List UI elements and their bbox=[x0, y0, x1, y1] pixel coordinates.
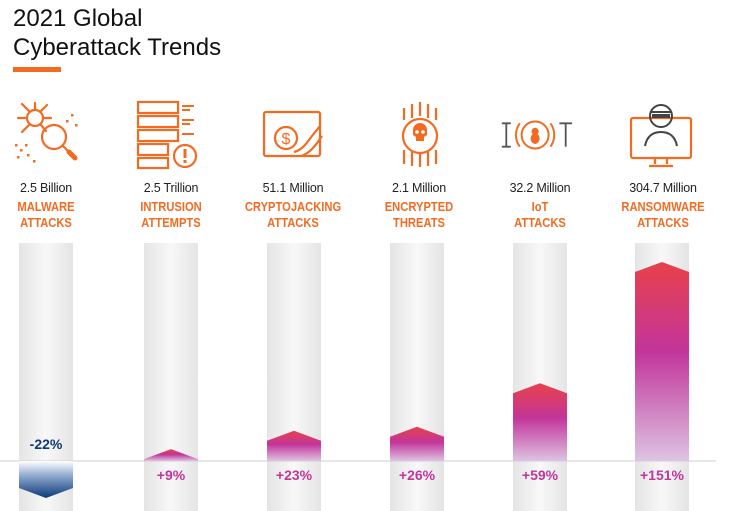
svg-text:$: $ bbox=[282, 131, 291, 148]
stat-value-iot: 32.2 Million bbox=[509, 181, 571, 195]
category-label-ransomware: RANSOMWARE ATTACKS bbox=[621, 199, 705, 230]
title-accent-rule bbox=[13, 67, 61, 72]
stat-value-intrusion: 2.5 Trillion bbox=[143, 181, 199, 195]
bar-label-encrypted: +26% bbox=[399, 467, 436, 483]
category-label-iot: IoT ATTACKS bbox=[514, 199, 566, 230]
bar-label-ransomware: +151% bbox=[640, 467, 685, 483]
bar-label-iot: +59% bbox=[522, 467, 559, 483]
server-alert-icon bbox=[136, 100, 198, 170]
stat-value-encrypted: 2.1 Million bbox=[391, 181, 447, 195]
stat-value-ransomware: 304.7 Million bbox=[629, 181, 697, 195]
stat-value-malware: 2.5 Billion bbox=[20, 181, 72, 195]
page-title: 2021 Global Cyberattack Trends bbox=[13, 4, 221, 62]
crypto-hand-coin-icon: $ bbox=[262, 110, 323, 158]
bar-malware bbox=[19, 461, 73, 498]
bar-label-cryptojacking: +23% bbox=[276, 467, 313, 483]
iot-bug-icon bbox=[501, 120, 572, 150]
hacker-monitor-icon bbox=[629, 104, 693, 168]
bar-encrypted bbox=[390, 426, 444, 461]
bar-label-intrusion: +9% bbox=[157, 467, 186, 483]
category-label-encrypted: ENCRYPTED THREATS bbox=[384, 199, 454, 230]
bar-track-encrypted bbox=[390, 243, 444, 511]
title-line-1: 2021 Global bbox=[13, 5, 143, 32]
bar-track-intrusion bbox=[144, 243, 198, 511]
bar-label-malware: -22% bbox=[30, 436, 63, 452]
category-label-malware: MALWARE ATTACKS bbox=[17, 199, 75, 230]
bar-ransomware bbox=[635, 262, 689, 461]
skull-circuit-icon bbox=[401, 102, 439, 167]
bar-iot bbox=[513, 383, 567, 461]
category-label-intrusion: INTRUSION ATTEMPTS bbox=[140, 199, 202, 230]
bar-intrusion bbox=[144, 449, 198, 461]
malware-bug-magnifier-icon bbox=[15, 101, 78, 163]
bar-track-iot bbox=[513, 243, 567, 511]
category-label-cryptojacking: CRYPTOJACKING ATTACKS bbox=[244, 199, 342, 230]
bar-track-cryptojacking bbox=[267, 243, 321, 511]
stat-value-cryptojacking: 51.1 Million bbox=[262, 181, 324, 195]
title-line-2: Cyberattack Trends bbox=[13, 34, 222, 61]
bar-cryptojacking bbox=[267, 430, 321, 461]
